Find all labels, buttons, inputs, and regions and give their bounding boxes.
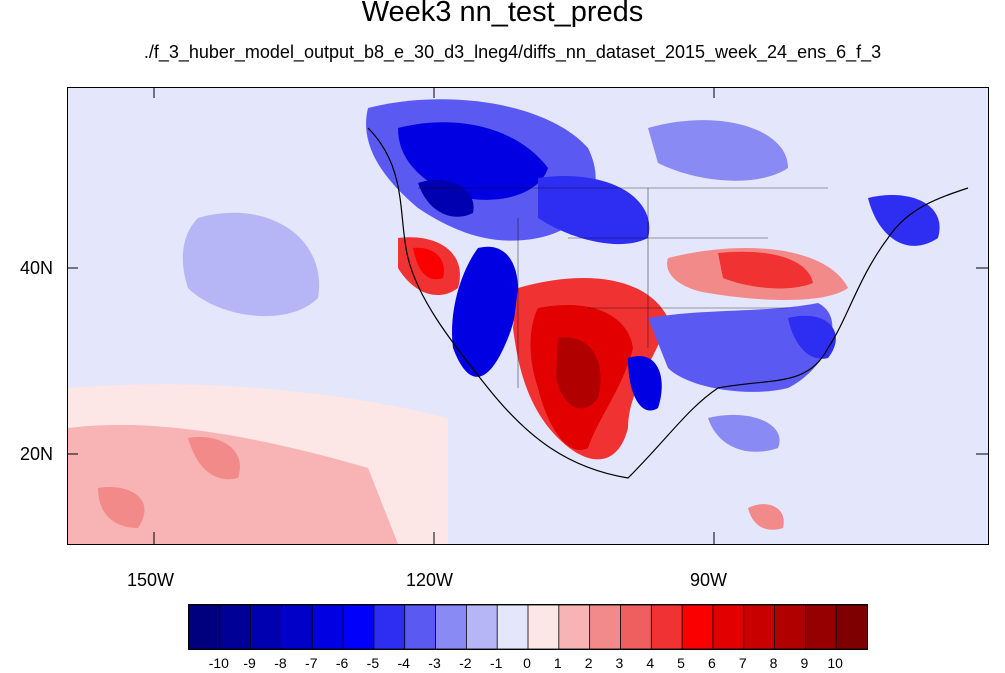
- colorbar-swatch: [681, 605, 714, 649]
- lon-label-150w: 150W: [127, 570, 175, 590]
- colorbar-swatch: [650, 605, 683, 649]
- colorbar-swatch: [342, 605, 375, 649]
- colorbar-swatch: [743, 605, 776, 649]
- colorbar-label: 2: [584, 655, 593, 671]
- colorbar-swatch: [835, 605, 867, 649]
- colorbar-swatch: [404, 605, 437, 649]
- colorbar-label: -4: [397, 655, 410, 671]
- lon-label-120w: 120W: [406, 570, 454, 590]
- colorbar-label: 6: [708, 655, 716, 671]
- colorbar-label: -1: [489, 655, 503, 671]
- lat-label-20n: 20N: [20, 444, 54, 464]
- plot-subtitle: ./f_3_huber_model_output_b8_e_30_d3_lneg…: [143, 42, 882, 62]
- colorbar-label: -7: [305, 655, 318, 671]
- lat-label-40n: 40N: [20, 258, 54, 278]
- colorbar-label: -3: [428, 655, 441, 671]
- colorbar-swatch: [527, 605, 560, 649]
- colorbar-label: -5: [366, 655, 380, 671]
- colorbar-label: 3: [615, 655, 624, 671]
- colorbar-label: -10: [208, 655, 229, 671]
- colorbar-swatch: [250, 605, 283, 649]
- colorbar-label: -2: [459, 655, 472, 671]
- colorbar-swatch: [435, 605, 468, 649]
- colorbar-swatch: [189, 605, 221, 649]
- colorbar-swatch: [589, 605, 622, 649]
- lon-label-90w: 90W: [690, 570, 728, 590]
- colorbar-label: 8: [769, 655, 778, 671]
- plot-title: Week3 nn_test_preds: [361, 0, 644, 28]
- colorbar-swatch: [496, 605, 529, 649]
- colorbar-label: 9: [800, 655, 809, 671]
- colorbar-labels: -10 -9 -8 -7 -6 -5 -4 -3 -2 -1 0 1 2 3 4 5 6 7 8 9 10: [188, 655, 868, 673]
- colorbar-swatch: [373, 605, 406, 649]
- colorbar-swatch: [774, 605, 807, 649]
- colorbar-swatch: [712, 605, 745, 649]
- colorbar-label: 4: [646, 655, 655, 671]
- map-field: [68, 88, 988, 544]
- colorbar-label: -8: [274, 655, 287, 671]
- colorbar-label: -6: [335, 655, 349, 671]
- colorbar-swatch: [804, 605, 838, 649]
- colorbar-swatch: [311, 605, 344, 649]
- colorbar-label: 0: [523, 655, 531, 671]
- colorbar-swatch: [219, 605, 252, 649]
- map-frame: [67, 87, 989, 545]
- colorbar-swatch: [558, 605, 591, 649]
- colorbar-label: 5: [677, 655, 685, 671]
- colorbar-label: 10: [827, 655, 843, 671]
- colorbar-swatch: [281, 605, 314, 649]
- colorbar-label: -9: [243, 655, 256, 671]
- colorbar-label: 1: [553, 655, 562, 671]
- colorbar-label: 7: [738, 655, 747, 671]
- colorbar-swatch: [465, 605, 499, 649]
- colorbar: [188, 604, 868, 650]
- colorbar-swatch: [620, 605, 653, 649]
